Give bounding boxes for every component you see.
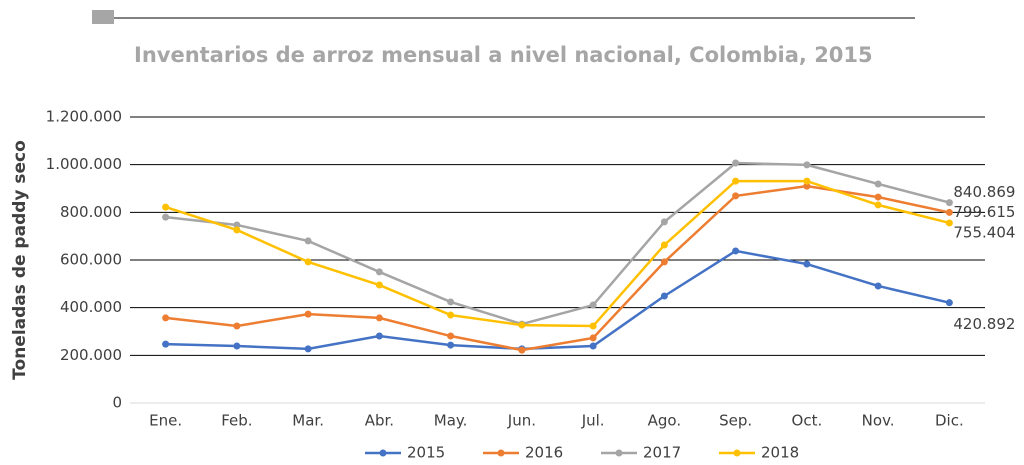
point — [945, 219, 953, 227]
point — [162, 213, 170, 221]
y-tick-label: 200.000 — [60, 346, 122, 364]
legend-label: 2018 — [761, 444, 799, 462]
y-tick-label: 800.000 — [60, 203, 122, 221]
x-tick-label: Oct. — [792, 412, 823, 430]
chart-title: Inventarios de arroz mensual a nivel nac… — [134, 43, 873, 67]
point — [447, 341, 455, 349]
point — [732, 177, 740, 185]
point — [447, 311, 455, 319]
point — [375, 332, 383, 340]
point — [233, 221, 241, 229]
legend-marker — [497, 449, 505, 457]
point — [304, 310, 312, 318]
point — [874, 193, 882, 201]
point — [375, 314, 383, 322]
x-tick-label: Sep. — [719, 412, 752, 430]
point — [589, 322, 597, 330]
point — [304, 345, 312, 353]
x-tick-label: Ago. — [648, 412, 681, 430]
series-line — [165, 161, 950, 326]
point — [447, 298, 455, 306]
point — [945, 208, 953, 216]
legend-marker — [733, 449, 741, 457]
point — [233, 342, 241, 350]
series-line — [165, 249, 950, 351]
data-label: 799.615 — [953, 203, 1015, 221]
point — [803, 260, 811, 268]
legend-marker — [379, 449, 387, 457]
point — [304, 237, 312, 245]
point — [162, 203, 170, 211]
point — [518, 346, 526, 354]
legend-label: 2016 — [525, 444, 563, 462]
point — [589, 342, 597, 350]
legend-marker — [615, 449, 623, 457]
y-tick-label: 600.000 — [60, 251, 122, 269]
point — [375, 268, 383, 276]
point — [447, 332, 455, 340]
decor-square — [92, 10, 114, 24]
point — [874, 201, 882, 209]
y-axis-title: Toneladas de paddy seco — [10, 140, 30, 380]
point — [589, 334, 597, 342]
point — [162, 314, 170, 322]
series-line — [165, 184, 950, 352]
x-tick-label: Mar. — [292, 412, 324, 430]
x-tick-label: Jun. — [507, 412, 536, 430]
point — [874, 282, 882, 290]
data-label: 840.869 — [953, 183, 1015, 201]
data-label: 420.892 — [953, 315, 1015, 333]
point — [660, 218, 668, 226]
y-tick-label: 1.000.000 — [46, 155, 122, 173]
y-tick-label: 1.200.000 — [46, 108, 122, 126]
y-tick-label: 0 — [112, 394, 122, 412]
point — [660, 241, 668, 249]
point — [660, 292, 668, 300]
point — [803, 161, 811, 169]
point — [162, 340, 170, 348]
point — [803, 182, 811, 190]
point — [375, 281, 383, 289]
point — [589, 301, 597, 309]
x-tick-label: Ene. — [149, 412, 182, 430]
data-label: 755.404 — [953, 223, 1015, 241]
point — [945, 199, 953, 207]
point — [233, 226, 241, 234]
legend-label: 2017 — [643, 444, 681, 462]
point — [233, 322, 241, 330]
point — [732, 192, 740, 200]
x-tick-label: Jul. — [581, 412, 605, 430]
x-tick-label: Nov. — [862, 412, 895, 430]
point — [732, 247, 740, 255]
x-tick-label: Dic. — [935, 412, 964, 430]
point — [945, 299, 953, 307]
x-tick-label: Abr. — [365, 412, 394, 430]
point — [803, 177, 811, 185]
point — [874, 180, 882, 188]
point — [304, 258, 312, 266]
y-tick-label: 400.000 — [60, 298, 122, 316]
series-line — [165, 179, 950, 328]
legend-label: 2015 — [407, 444, 445, 462]
point — [660, 258, 668, 266]
point — [518, 321, 526, 329]
x-tick-label: May. — [434, 412, 468, 430]
x-tick-label: Feb. — [221, 412, 252, 430]
point — [732, 159, 740, 167]
